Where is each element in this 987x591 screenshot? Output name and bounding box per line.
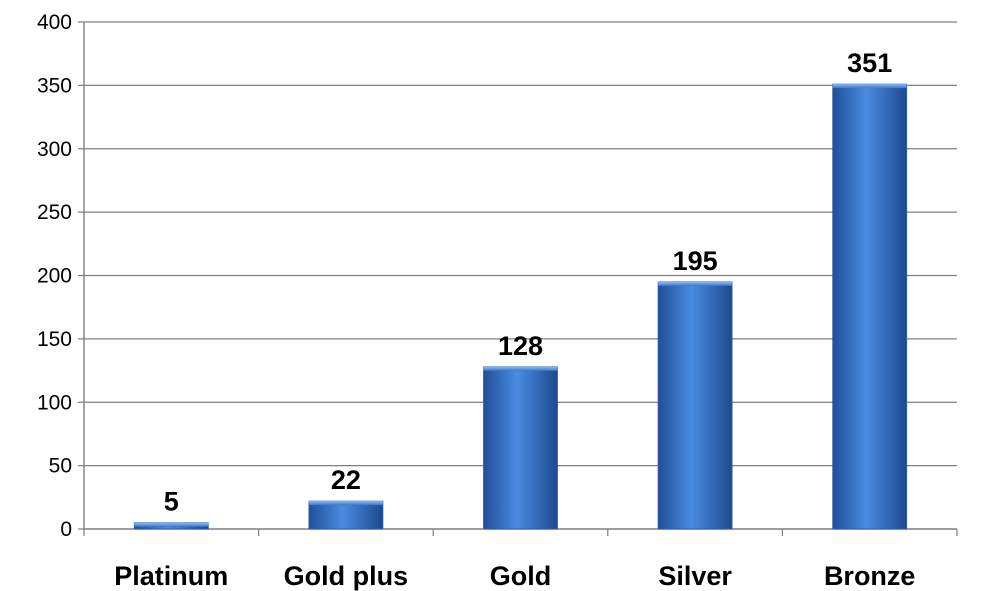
data-label: 22	[331, 465, 361, 495]
y-tick-label: 300	[37, 138, 72, 161]
bar-cap	[658, 281, 733, 286]
bar-cap	[832, 84, 907, 89]
data-label: 5	[164, 487, 179, 517]
x-axis-categories: Platinum Gold plus Gold Silver Bronze	[114, 561, 915, 591]
data-label: 351	[847, 48, 892, 78]
x-category-label: Gold	[490, 561, 552, 591]
gridlines	[84, 21, 957, 467]
y-tick-label: 50	[49, 455, 72, 478]
y-tick-label: 100	[37, 391, 72, 414]
bar-cap	[134, 522, 209, 527]
bar-gold-plus	[308, 500, 384, 530]
data-label: 195	[673, 246, 718, 276]
data-labels: 5 22 128 195 351	[164, 48, 892, 517]
bar-cap	[483, 366, 558, 371]
y-tick-label: 350	[37, 74, 72, 97]
bar-cap	[308, 501, 383, 506]
y-tick-label: 250	[37, 201, 72, 224]
x-category-label: Gold plus	[284, 561, 409, 591]
data-label: 128	[498, 331, 543, 361]
y-tick-label: 0	[60, 518, 72, 541]
y-tick-label: 200	[37, 265, 72, 288]
bar-silver	[657, 281, 733, 530]
y-axis-ticks: 0 50 100 150 200 250 300 350 400	[37, 11, 72, 541]
x-category-label: Platinum	[114, 561, 228, 591]
x-category-label: Bronze	[824, 561, 916, 591]
y-tick-label: 400	[37, 11, 72, 34]
y-tick-label: 150	[37, 328, 72, 351]
bar-gold	[483, 366, 558, 530]
x-category-label: Silver	[658, 561, 732, 591]
bars	[133, 83, 908, 530]
bar-bronze	[832, 83, 908, 530]
